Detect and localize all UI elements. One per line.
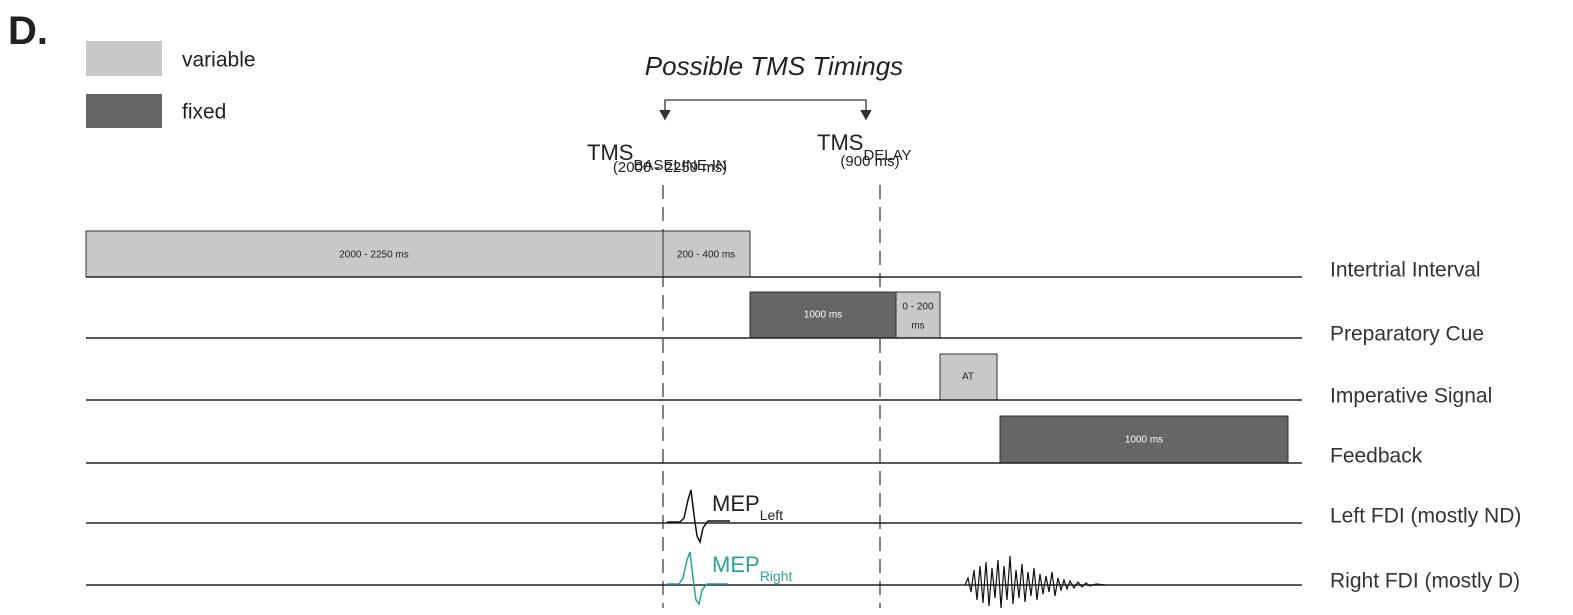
mep-text: MEP	[712, 491, 760, 516]
row-label: Right FDI (mostly D)	[1330, 570, 1520, 593]
row-label: Intertrial Interval	[1330, 259, 1481, 282]
legend-label: variable	[182, 49, 256, 72]
segment-label: 2000 - 2250 ms	[339, 250, 409, 261]
mep-subscript: Left	[760, 507, 783, 523]
segment-label: ms	[911, 321, 924, 332]
segment-variable	[895, 291, 941, 339]
segment-label: 0 - 200	[902, 302, 934, 313]
row-label: Feedback	[1330, 445, 1423, 468]
segment-variable	[662, 230, 751, 278]
mep-trace	[667, 489, 730, 545]
segment-variable	[939, 353, 998, 401]
tms-bracket	[659, 99, 872, 121]
tms-title: Possible TMS Timings	[645, 51, 903, 81]
tms-marker: TMSDELAY	[817, 130, 912, 164]
segment-variable	[85, 230, 664, 278]
tms-subscript: DELAY	[863, 147, 911, 164]
row-label: Imperative Signal	[1330, 385, 1492, 408]
legend-swatch-fixed	[86, 94, 162, 128]
segment-label: AT	[962, 372, 974, 383]
tms-label: TMS	[817, 130, 863, 155]
row-label: Preparatory Cue	[1330, 323, 1484, 346]
panel-label: D.	[8, 9, 48, 53]
mep-trace	[667, 551, 728, 606]
row-label: Left FDI (mostly ND)	[1330, 505, 1521, 528]
tms-time: (2000 - 2250 ms)	[613, 159, 727, 176]
legend-swatch-variable	[86, 41, 162, 76]
mep-subscript: Right	[760, 568, 793, 584]
tms-label: TMS	[587, 140, 633, 165]
tms-time: (900 ms)	[840, 153, 899, 170]
mep-label: MEPRight	[712, 552, 792, 584]
segment-label: 200 - 400 ms	[677, 250, 735, 261]
segment-fixed	[999, 415, 1289, 464]
segment-label: 1000 ms	[804, 310, 842, 321]
mep-text: MEP	[712, 552, 760, 577]
tms-subscript: BASELINE-IN	[633, 157, 726, 174]
segment-label: 1000 ms	[1125, 435, 1163, 446]
legend-label: fixed	[182, 101, 226, 124]
mep-label: MEPLeft	[712, 491, 783, 523]
emg-burst	[964, 555, 1106, 609]
tms-marker: TMSBASELINE-IN	[587, 140, 727, 174]
